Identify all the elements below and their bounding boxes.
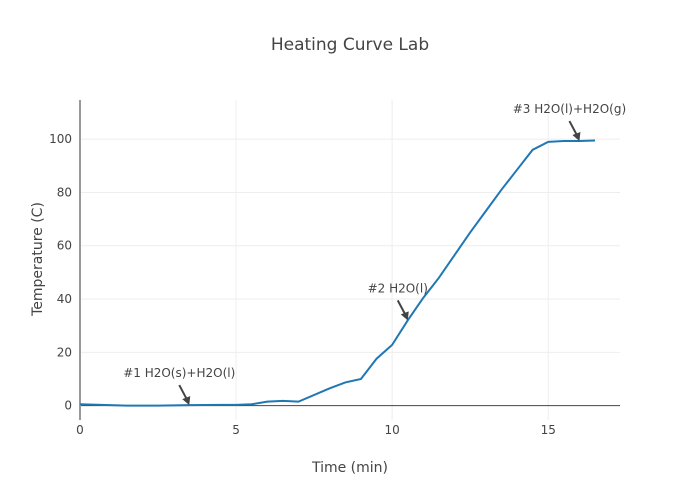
chart-title: Heating Curve Lab — [271, 35, 429, 55]
series-line — [79, 139, 596, 407]
y-tick-label: 100 — [49, 132, 72, 146]
arrow-head-icon — [400, 311, 409, 321]
y-tick-label: 80 — [57, 185, 72, 199]
x-tick-label: 0 — [76, 423, 84, 437]
y-tick-label: 20 — [57, 345, 72, 359]
arrow-head-icon — [572, 132, 581, 142]
y-axis-label: Temperature (C) — [30, 202, 46, 317]
y-tick-label: 0 — [64, 399, 72, 413]
x-tick-label: 10 — [384, 423, 399, 437]
y-tick-label: 40 — [57, 292, 72, 306]
x-tick-label: 15 — [541, 423, 556, 437]
x-axis-label: Time (min) — [311, 460, 388, 476]
x-tick-label: 5 — [232, 423, 240, 437]
annotation-label: #2 H2O(l) — [368, 281, 428, 295]
annotation-label: #3 H2O(l)+H2O(g) — [513, 102, 626, 116]
annotation-label: #1 H2O(s)+H2O(l) — [123, 366, 235, 380]
y-tick-label: 60 — [57, 239, 72, 253]
arrow-head-icon — [182, 396, 191, 406]
